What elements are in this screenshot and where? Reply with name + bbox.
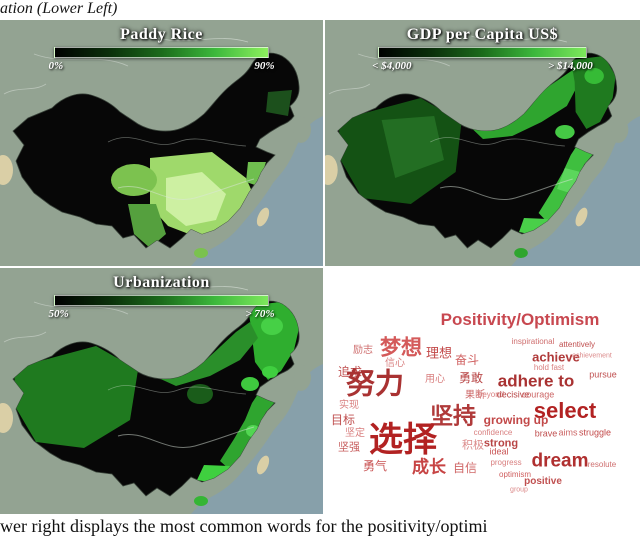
- wordcloud-word: adhere to: [497, 371, 575, 391]
- gdp-map-image: [325, 20, 640, 266]
- wordcloud-word: 果断: [465, 390, 485, 401]
- wordcloud-word: resolute: [587, 460, 617, 469]
- wordcloud-word: beyond: [477, 390, 505, 399]
- wordcloud-word: 积极: [462, 439, 484, 452]
- wordcloud-word: 坚强: [338, 441, 360, 454]
- wordcloud-word: dream: [531, 450, 589, 472]
- wordcloud-word: confidence: [473, 428, 513, 437]
- wordcloud-word: select: [533, 398, 597, 423]
- map-panel-gdp: GDP per Capita US$ < $4,000 > $14,000: [325, 20, 640, 266]
- wordcloud-word: pursue: [589, 369, 617, 380]
- figure-grid: Paddy Rice 0% 90%: [0, 20, 640, 514]
- wordcloud-word: group: [510, 486, 528, 494]
- urbanization-map-image: [0, 268, 323, 514]
- caption-bottom: wer right displays the most common words…: [0, 516, 488, 536]
- wordcloud-word: 用心: [425, 374, 445, 385]
- wordcloud-word: attentively: [558, 340, 596, 349]
- wordcloud-word: 追求: [337, 365, 363, 379]
- wordcloud-word: progress: [490, 458, 522, 467]
- wordcloud-word: 勇气: [362, 459, 388, 473]
- wordcloud-word: decisive: [496, 389, 530, 400]
- wordcloud-word: 自信: [452, 461, 478, 475]
- wordcloud-word: 坚定: [345, 428, 365, 439]
- wordcloud-word: 成长: [412, 457, 446, 477]
- wordcloud-word: hold fast: [533, 363, 565, 372]
- wordcloud-word: ideal: [489, 446, 509, 457]
- wordcloud-word: 坚持: [430, 402, 476, 429]
- wordcloud-word: 目标: [330, 413, 356, 427]
- wordcloud-title: Positivity/Optimism: [440, 310, 600, 329]
- wordcloud-word: positive: [524, 476, 562, 487]
- caption-top: ation (Lower Left): [0, 0, 118, 17]
- map-panel-paddy-rice: Paddy Rice 0% 90%: [0, 20, 323, 266]
- wordcloud-panel: Positivity/Optimism 梦想 励志信心追求 努力 实现 理想 奋斗勇敢 用心…: [325, 268, 640, 514]
- wordcloud-word: achieve: [532, 349, 580, 365]
- wordcloud-word: courage: [521, 389, 555, 400]
- wordcloud-word: brave: [534, 428, 558, 439]
- wordcloud-word: 选择: [369, 421, 437, 459]
- wordcloud-word: achievement: [572, 352, 612, 360]
- wordcloud-word: struggle: [578, 427, 612, 438]
- wordcloud-word: inspirational: [511, 337, 555, 346]
- wordcloud-word: aims: [558, 427, 578, 438]
- wordcloud-word: 奋斗: [454, 353, 480, 367]
- wordcloud-word: 梦想: [380, 336, 422, 360]
- paddy-rice-map-image: [0, 20, 323, 266]
- wordcloud-word: 实现: [339, 400, 359, 411]
- wordcloud-word: strong: [483, 437, 519, 450]
- map-panel-urbanization: Urbanization 50% > 70%: [0, 268, 323, 514]
- wordcloud-word: optimism: [498, 470, 532, 479]
- wordcloud-word: 理想: [425, 345, 453, 361]
- wordcloud-word: growing up: [483, 413, 549, 427]
- wordcloud-word: 励志: [353, 345, 373, 356]
- wordcloud-word: 努力: [345, 368, 405, 401]
- wordcloud-word: 信心: [385, 358, 405, 369]
- wordcloud-word: 勇敢: [458, 371, 484, 385]
